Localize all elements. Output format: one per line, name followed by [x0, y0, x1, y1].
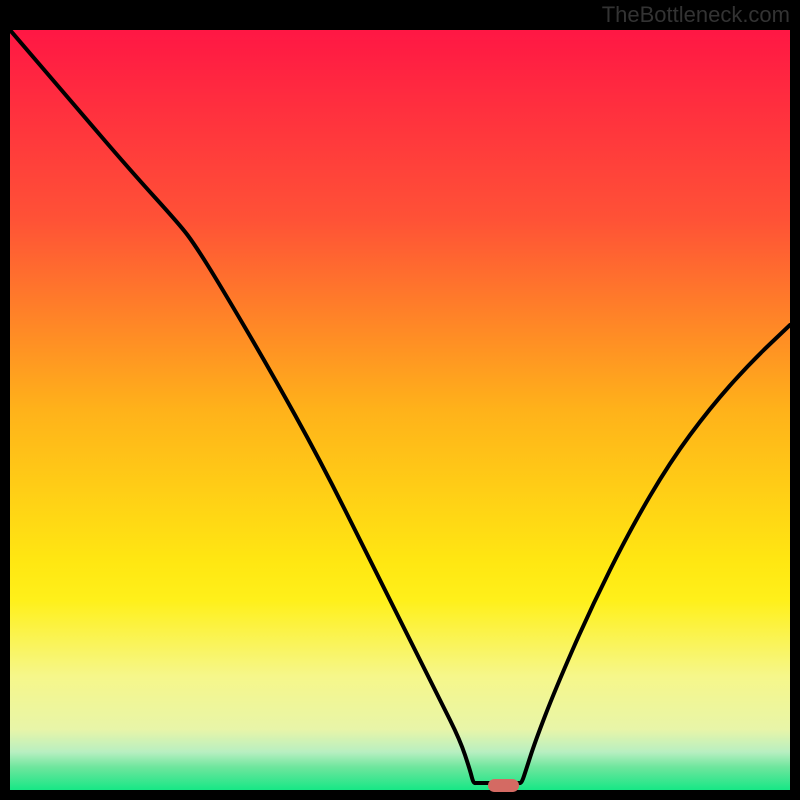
curve-left-branch	[10, 30, 475, 783]
curve-right-branch	[520, 325, 790, 783]
performance-curve	[10, 30, 790, 790]
optimal-point-marker	[488, 779, 519, 792]
attribution-text: TheBottleneck.com	[602, 2, 790, 28]
bottleneck-chart	[10, 30, 790, 790]
